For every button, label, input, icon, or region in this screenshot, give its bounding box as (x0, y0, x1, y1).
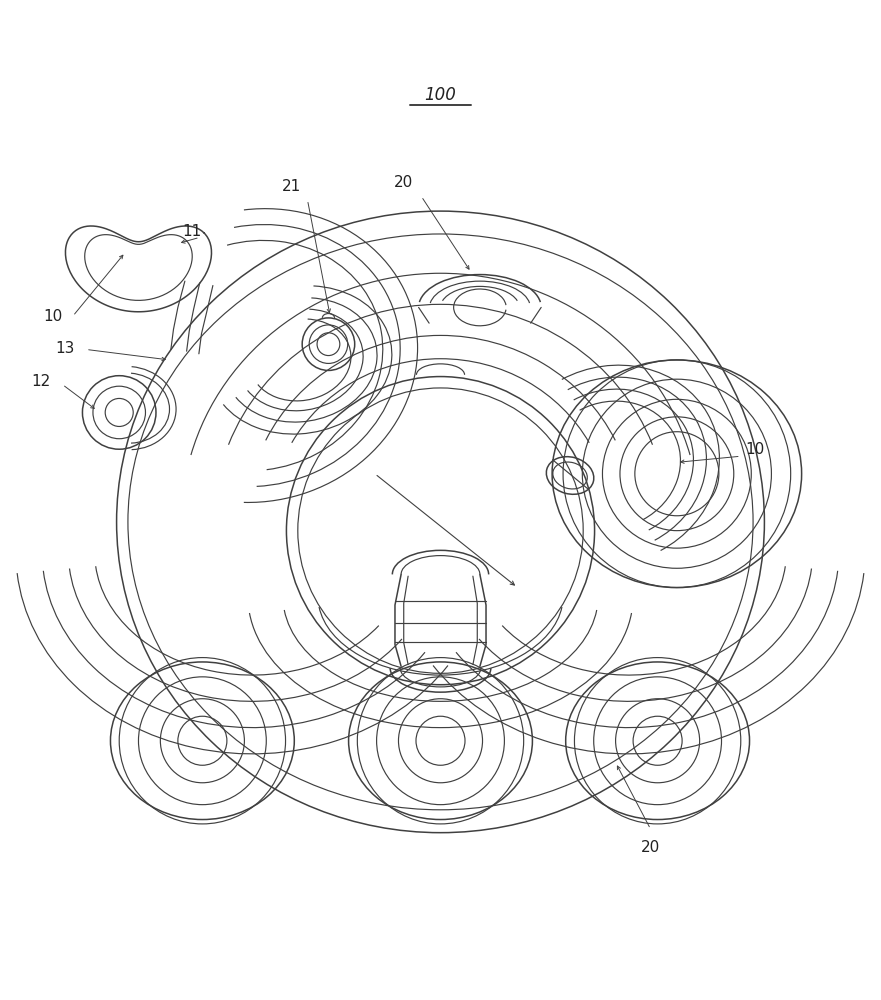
Text: 20: 20 (394, 175, 413, 190)
Text: 13: 13 (56, 341, 75, 356)
Text: 21: 21 (282, 179, 301, 194)
Text: 10: 10 (43, 309, 63, 324)
Text: 20: 20 (641, 840, 660, 855)
Text: 10: 10 (745, 442, 765, 457)
Text: 100: 100 (425, 86, 456, 104)
Text: 12: 12 (32, 374, 51, 389)
Text: 11: 11 (182, 224, 202, 239)
